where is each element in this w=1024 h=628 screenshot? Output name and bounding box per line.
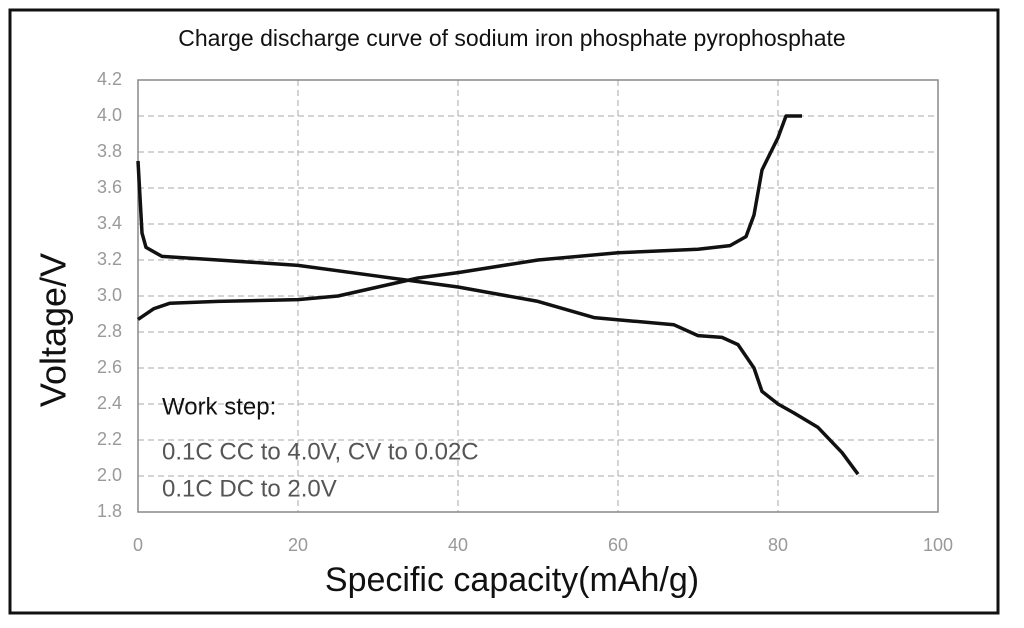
y-tick-label: 2.8 [97, 321, 122, 341]
y-tick-label: 3.4 [97, 213, 122, 233]
y-tick-label: 3.0 [97, 285, 122, 305]
x-tick-label: 20 [288, 535, 308, 555]
annotation: 0.1C DC to 2.0V [162, 475, 337, 502]
data-line [137, 114, 802, 321]
x-tick-label: 100 [923, 535, 953, 555]
chart-title: Charge discharge curve of sodium iron ph… [178, 25, 845, 51]
x-axis-label: Specific capacity(mAh/g) [325, 561, 699, 599]
y-tick-label: 2.4 [97, 393, 122, 413]
y-tick-label: 2.2 [97, 429, 122, 449]
y-tick-label: 4.0 [97, 105, 122, 125]
x-tick-label: 40 [448, 535, 468, 555]
frame [8, 8, 1000, 615]
y-axis-label: Voltage/V [33, 253, 74, 407]
y-tick-label: 2.6 [97, 357, 122, 377]
y-tick-label: 3.8 [97, 141, 122, 161]
x-tick-label: 60 [608, 535, 628, 555]
y-tick-label: 2.0 [97, 465, 122, 485]
y-tick-label: 4.2 [97, 69, 122, 89]
x-tick-label: 80 [768, 535, 788, 555]
y-tick-label: 3.6 [97, 177, 122, 197]
annotation: 0.1C CC to 4.0V, CV to 0.02C [162, 438, 479, 465]
y-tick-label: 3.2 [97, 249, 122, 269]
data-line [136, 160, 860, 476]
y-tick-label: 1.8 [97, 501, 122, 521]
annotation: Work step: [162, 393, 276, 420]
plot-border [137, 79, 939, 513]
x-tick-label: 0 [133, 535, 143, 555]
